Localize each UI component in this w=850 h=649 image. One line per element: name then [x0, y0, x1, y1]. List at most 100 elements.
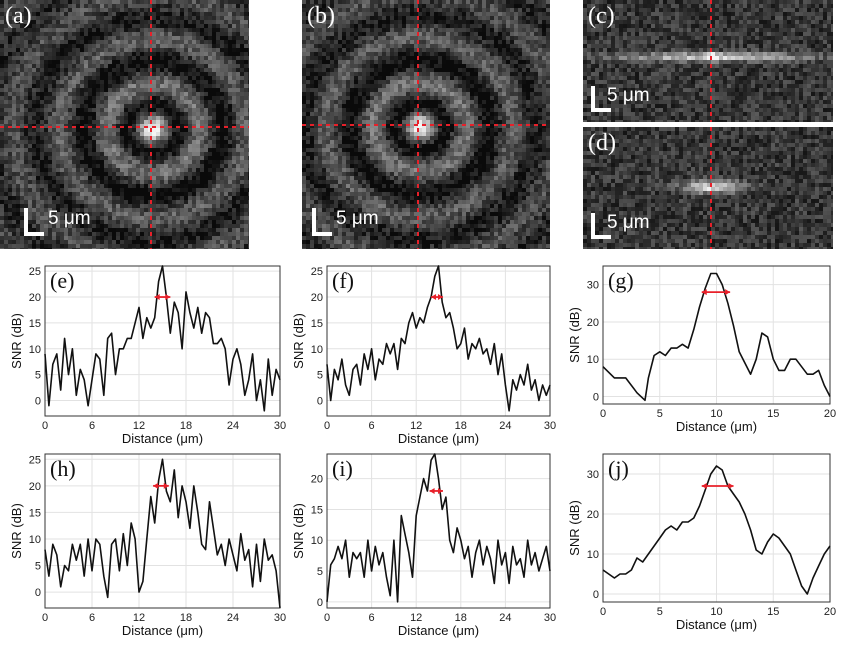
snr-plot-g: 0 5 10 15 20 0 10 20 30 Distance (μm) SNR (dB) (g) [562, 262, 850, 444]
fwhm-arrowhead-left [154, 294, 160, 301]
plot-panel-label: (h) [50, 456, 76, 481]
y-tick-label: 25 [29, 266, 41, 278]
x-tick-label: 24 [227, 612, 239, 624]
y-tick-label: 0 [35, 395, 41, 407]
y-tick-label: 5 [35, 370, 41, 382]
y-axis-label: SNR (dB) [9, 503, 24, 559]
x-tick-label: 18 [180, 612, 192, 624]
panel-label-d: (d) [588, 130, 616, 156]
y-tick-label: 20 [311, 474, 323, 486]
image-panel-b: (b) 5 μm [302, 0, 550, 249]
snr-plot-j: 0 5 10 15 20 0 10 20 30 Distance (μm) SNR (dB) (j) [562, 450, 850, 642]
scale-bar-a [24, 208, 28, 236]
scale-bar-b-h [312, 232, 332, 236]
y-tick-label: 0 [593, 589, 599, 601]
plot-panel-label: (e) [50, 268, 74, 293]
y-tick-label: 0 [35, 587, 41, 599]
y-tick-label: 0 [317, 597, 323, 609]
y-tick-label: 10 [29, 344, 41, 356]
fwhm-arrowhead-right [437, 294, 443, 301]
image-panel-c: (c) 5 μm [583, 0, 833, 122]
x-tick-label: 6 [89, 420, 95, 432]
x-axis-label: Distance (μm) [122, 623, 203, 638]
image-panel-d: (d) 5 μm [583, 127, 833, 249]
scale-bar-b [312, 208, 316, 236]
fwhm-arrowhead-right [437, 487, 443, 494]
x-tick-label: 24 [499, 420, 511, 432]
snr-series-line [326, 265, 551, 412]
x-tick-label: 6 [369, 612, 375, 624]
plot-panel-label: (i) [332, 456, 353, 481]
y-tick-label: 25 [311, 266, 323, 278]
x-axis-label: Distance (μm) [676, 419, 757, 434]
x-tick-label: 15 [767, 606, 779, 618]
snr-series-line [326, 453, 551, 603]
x-tick-label: 20 [824, 606, 836, 618]
fwhm-arrowhead-right [165, 294, 171, 301]
plot-frame [326, 453, 551, 609]
y-tick-label: 15 [311, 318, 323, 330]
fwhm-arrowhead-left [153, 482, 159, 489]
x-axis-label: Distance (μm) [398, 431, 479, 446]
x-tick-label: 12 [133, 612, 145, 624]
plot-panel-label: (g) [608, 268, 634, 293]
interference-image-b [302, 0, 550, 249]
y-axis-label: SNR (dB) [291, 503, 306, 559]
snr-plot-e: 0 6 12 18 24 30 0 5 10 15 20 25 Distance (μm) SNR (dB… [0, 262, 290, 446]
x-tick-label: 0 [42, 420, 48, 432]
scale-bar-d-h [591, 235, 611, 239]
plot-frame [602, 265, 831, 405]
interference-image-c [583, 0, 833, 122]
x-tick-label: 0 [600, 408, 606, 420]
y-tick-label: 25 [29, 454, 41, 466]
x-tick-label: 24 [499, 612, 511, 624]
scale-bar-d [591, 213, 595, 239]
plot-frame [44, 453, 281, 609]
scale-bar-c [591, 86, 595, 112]
fwhm-arrowhead-left [431, 294, 437, 301]
y-tick-label: 5 [317, 370, 323, 382]
y-tick-label: 20 [29, 292, 41, 304]
scale-bar-c-h [591, 108, 611, 112]
x-tick-label: 5 [657, 408, 663, 420]
x-tick-label: 30 [274, 612, 286, 624]
y-tick-label: 5 [317, 566, 323, 578]
y-tick-label: 10 [311, 344, 323, 356]
panel-label-c: (c) [588, 3, 615, 29]
x-tick-label: 12 [410, 612, 422, 624]
x-tick-label: 0 [324, 612, 330, 624]
x-tick-label: 10 [710, 606, 722, 618]
y-tick-label: 0 [593, 392, 599, 404]
x-tick-label: 30 [274, 420, 286, 432]
scale-text-b: 5 μm [336, 208, 379, 229]
x-tick-label: 12 [410, 420, 422, 432]
snr-plot-i: 0 6 12 18 24 30 0 5 10 15 20 Distance (μm) SNR (dB) (… [282, 450, 572, 642]
x-tick-label: 18 [455, 420, 467, 432]
x-axis-label: Distance (μm) [398, 623, 479, 638]
x-tick-label: 10 [710, 408, 722, 420]
y-tick-label: 0 [317, 395, 323, 407]
y-axis-label: SNR (dB) [567, 500, 582, 556]
x-tick-label: 15 [767, 408, 779, 420]
x-tick-label: 0 [324, 420, 330, 432]
x-tick-label: 18 [455, 612, 467, 624]
plot-panel-label: (j) [608, 456, 629, 481]
x-tick-label: 6 [89, 612, 95, 624]
x-tick-label: 30 [544, 612, 556, 624]
image-panel-a: (a) 5 μm [0, 0, 249, 249]
x-tick-label: 12 [133, 420, 145, 432]
y-tick-label: 20 [587, 317, 599, 329]
y-axis-label: SNR (dB) [291, 313, 306, 369]
interference-image-a [0, 0, 249, 249]
x-tick-label: 30 [544, 420, 556, 432]
fwhm-arrowhead-right [725, 289, 731, 296]
x-tick-label: 24 [227, 420, 239, 432]
y-tick-label: 15 [311, 504, 323, 516]
scale-text-a: 5 μm [48, 208, 91, 229]
interference-image-d [583, 127, 833, 249]
y-tick-label: 20 [311, 292, 323, 304]
y-tick-label: 10 [587, 549, 599, 561]
fwhm-arrowhead-left [701, 289, 707, 296]
y-tick-label: 30 [587, 469, 599, 481]
y-tick-label: 15 [29, 507, 41, 519]
